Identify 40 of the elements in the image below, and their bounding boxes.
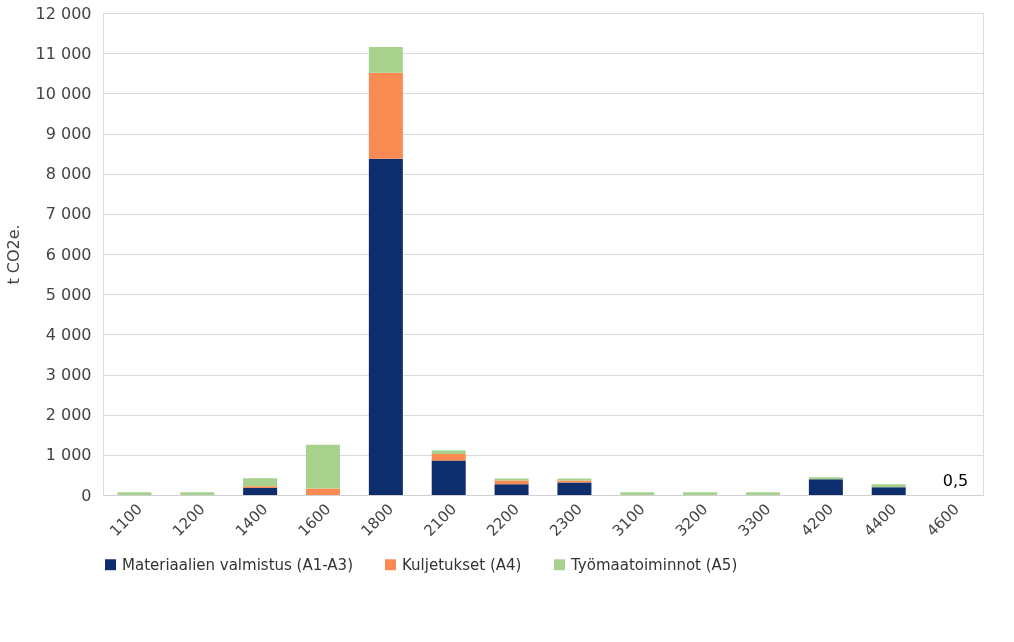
y-tick-label: 1 000 (45, 445, 92, 465)
bar (431, 454, 466, 461)
bar (431, 450, 466, 455)
bar (243, 487, 278, 495)
y-tick-label: 2 000 (45, 405, 92, 425)
y-tick-label: 8 000 (45, 164, 92, 184)
bar (368, 158, 403, 495)
y-axis-title: t CO2e. (3, 224, 23, 285)
y-tick-label: 0 (81, 485, 92, 505)
bar (620, 492, 655, 495)
y-tick-label: 10 000 (35, 83, 92, 103)
y-tick-label: 4 000 (45, 324, 92, 344)
bar (368, 72, 403, 159)
bar (306, 444, 340, 489)
bar (494, 478, 529, 481)
annotation: 0,5 (942, 470, 969, 490)
bar (180, 492, 215, 495)
legend-label: Materiaalien valmistus (A1-A3) (122, 555, 353, 574)
y-tick-label: 3 000 (45, 365, 92, 384)
y-tick-label: 12 000 (35, 3, 92, 23)
y-tick-label: 6 000 (45, 244, 92, 264)
bar (494, 484, 529, 495)
bar (243, 478, 278, 487)
bar (306, 488, 340, 495)
bar (683, 492, 718, 495)
bar (871, 484, 906, 488)
legend-label: Kuljetukset (A4) (402, 555, 522, 574)
bar (871, 487, 906, 495)
y-tick-label: 7 000 (45, 204, 92, 224)
bar (746, 492, 780, 495)
bar (808, 477, 843, 480)
bar (431, 460, 466, 495)
y-tick-label: 11 000 (35, 43, 92, 63)
bar (557, 482, 592, 495)
y-tick-label: 9 000 (45, 124, 92, 143)
bar (368, 46, 403, 73)
y-tick-label: 5 000 (45, 284, 92, 304)
bar (808, 479, 843, 495)
bar (117, 492, 152, 495)
legend-label: Työmaatoiminnot (A5) (570, 555, 738, 574)
